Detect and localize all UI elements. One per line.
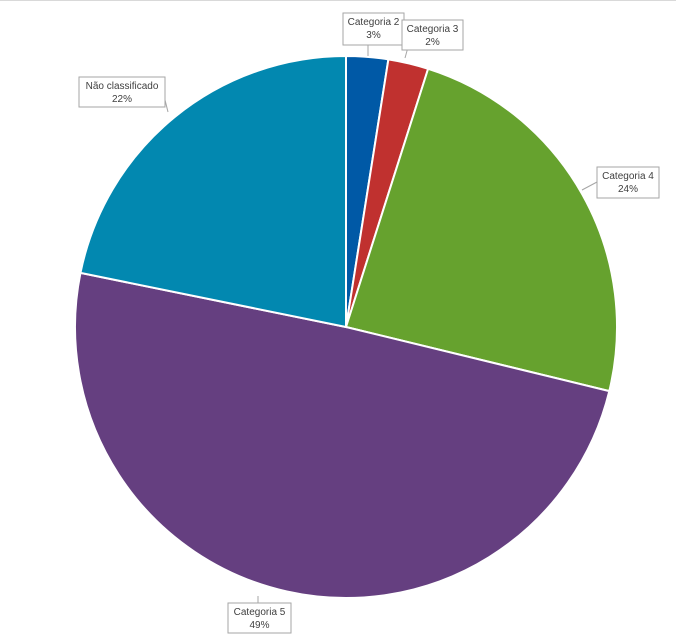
data-label-box (78, 76, 166, 108)
data-labels: Categoria 2 3% Categoria 3 2% Categoria 4 24%… (78, 12, 660, 634)
data-label-category: Não classificado (86, 81, 159, 92)
data-label: Categoria 2 3% (342, 12, 405, 46)
data-label-percent: 3% (366, 30, 381, 41)
pie-slice-n-o-classificado (79, 54, 347, 329)
data-label-percent: 2% (425, 37, 440, 48)
data-label: Categoria 3 2% (401, 19, 464, 51)
data-label: Categoria 5 49% (227, 602, 292, 634)
data-label-category: Categoria 5 (234, 607, 286, 618)
data-label-category: Categoria 3 (407, 24, 459, 35)
pie-slices (74, 54, 618, 599)
data-label-box (342, 12, 405, 46)
data-label: Categoria 4 24% (596, 166, 660, 199)
pie-slice-categoria-5 (74, 271, 611, 599)
data-label-percent: 22% (112, 94, 132, 105)
top-border (0, 0, 676, 1)
pie-slice-categoria-4 (344, 67, 618, 393)
data-label-percent: 24% (618, 184, 638, 195)
data-label-category: Categoria 4 (602, 171, 654, 182)
data-label-percent: 49% (249, 620, 269, 631)
data-label-category: Categoria 2 (348, 17, 400, 28)
data-label-box (227, 602, 292, 634)
data-label-box (596, 166, 660, 199)
leader-line (581, 181, 598, 191)
data-label-box (401, 19, 464, 51)
data-label: Não classificado 22% (78, 76, 166, 108)
